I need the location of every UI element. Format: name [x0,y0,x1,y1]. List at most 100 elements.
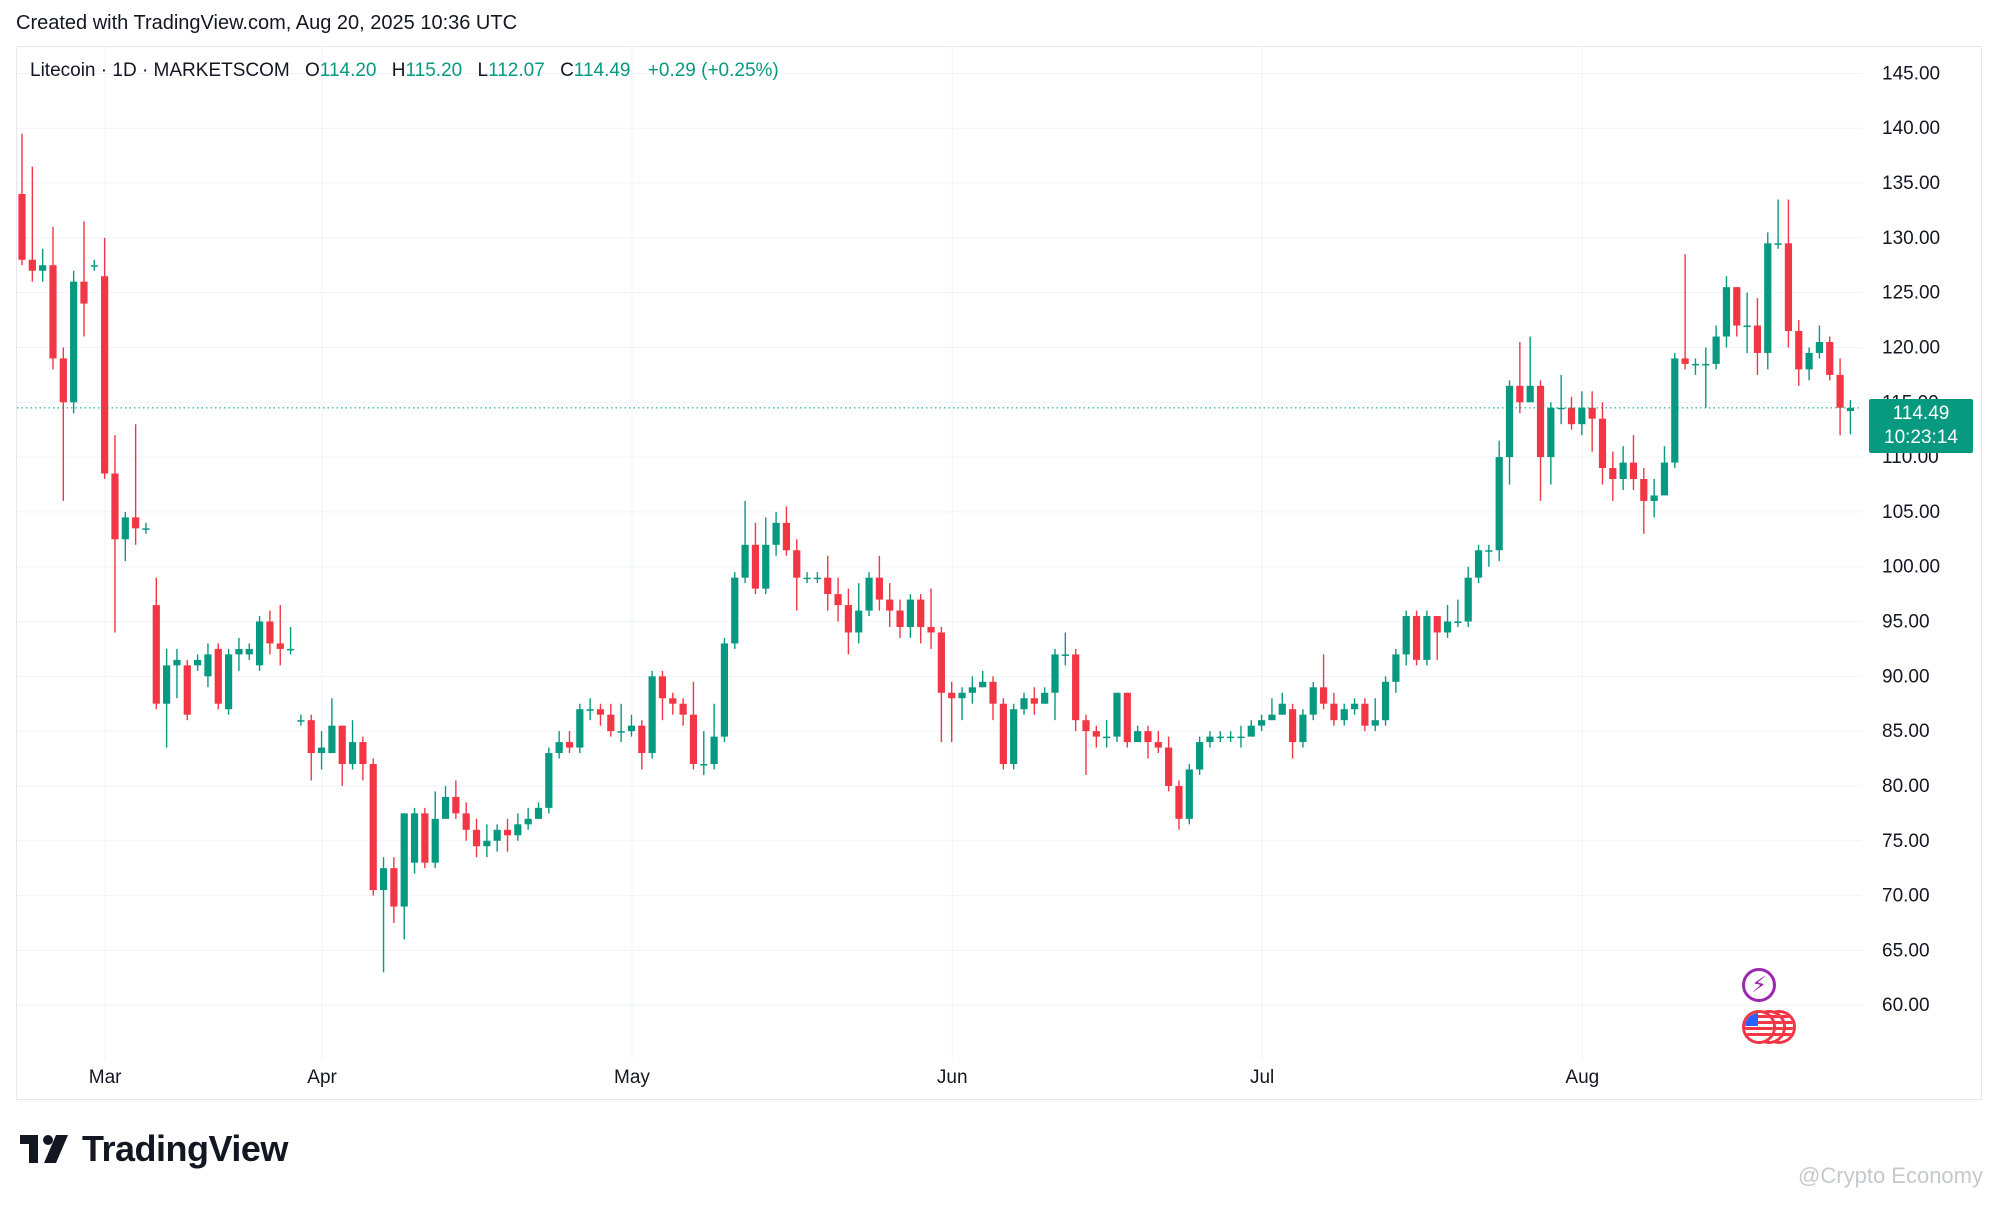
candle[interactable] [1815,325,1824,359]
candle[interactable] [441,785,450,819]
candle[interactable] [565,731,574,754]
candle[interactable] [1784,199,1793,348]
candle[interactable] [1175,780,1183,830]
candle[interactable] [1681,254,1689,370]
candle[interactable] [225,648,233,715]
chart-frame[interactable] [16,46,1982,1100]
candle[interactable] [1258,714,1266,732]
candle[interactable] [762,517,770,595]
candle[interactable] [1288,703,1297,759]
candle[interactable] [1619,446,1627,490]
candle[interactable] [1588,391,1596,452]
candle[interactable] [173,648,181,699]
candle[interactable] [132,424,140,545]
candle[interactable] [1795,320,1803,386]
candle[interactable] [1495,440,1503,562]
candle[interactable] [59,347,67,501]
lightning-icon[interactable]: ⚡ [1742,968,1776,1002]
candle[interactable] [142,522,150,534]
candle[interactable] [49,226,57,370]
candle[interactable] [1371,698,1379,732]
candle[interactable] [1392,648,1400,693]
candle[interactable] [1423,610,1431,666]
candle[interactable] [627,714,636,737]
candle[interactable] [1144,725,1152,759]
candle[interactable] [390,857,398,923]
candle[interactable] [493,824,501,852]
candle[interactable] [534,802,543,819]
candle[interactable] [1299,709,1307,748]
candle[interactable] [410,807,419,874]
candle[interactable] [152,577,160,710]
candle[interactable] [1753,298,1762,375]
candle[interactable] [1165,736,1173,792]
candle[interactable] [607,703,615,737]
candle[interactable] [1123,692,1131,748]
candle[interactable] [1712,325,1720,370]
candle[interactable] [80,221,88,337]
candle[interactable] [1629,435,1638,490]
candle[interactable] [793,539,801,611]
candle[interactable] [1237,725,1245,748]
candle[interactable] [514,813,522,841]
candle[interactable] [266,610,274,655]
candle[interactable] [937,626,945,743]
candle[interactable] [1412,610,1421,666]
candle[interactable] [1061,632,1069,666]
candle[interactable] [596,703,605,726]
candle[interactable] [70,270,78,414]
candle[interactable] [1505,380,1514,485]
candle[interactable] [348,720,357,770]
candle[interactable] [214,643,222,710]
tradingview-logo[interactable]: TradingView [20,1128,288,1170]
candle[interactable] [586,698,594,721]
candle[interactable] [28,166,36,282]
candle[interactable] [989,676,997,721]
candle[interactable] [813,572,822,584]
candle[interactable] [1485,544,1493,567]
candle[interactable] [1722,276,1731,348]
candle[interactable] [503,818,512,852]
candle[interactable] [896,599,904,638]
candle[interactable] [524,807,532,830]
candle[interactable] [18,133,26,266]
candle[interactable] [1567,396,1576,430]
candle[interactable] [824,555,832,611]
candle[interactable] [1082,714,1090,775]
candle[interactable] [286,626,295,655]
candle[interactable] [968,676,976,704]
candle[interactable] [1764,232,1772,370]
candle[interactable] [999,698,1007,770]
candle[interactable] [245,643,253,660]
candle[interactable] [421,807,429,869]
candle[interactable] [39,248,47,282]
candle[interactable] [400,813,408,940]
candle[interactable] [617,703,625,743]
candle[interactable] [1072,648,1080,732]
candle[interactable] [297,714,305,726]
candle[interactable] [452,780,460,819]
candle[interactable] [1350,698,1359,715]
candle[interactable] [183,659,191,721]
candle[interactable] [1702,347,1710,408]
candle[interactable] [1216,731,1224,743]
candle[interactable] [1805,347,1813,381]
candle[interactable] [1381,676,1390,726]
candle[interactable] [1691,358,1700,375]
candle[interactable] [1247,720,1255,737]
candle[interactable] [669,692,677,715]
candle[interactable] [679,698,687,726]
candle[interactable] [1227,731,1235,743]
candle[interactable] [772,511,780,556]
candle[interactable] [1464,566,1472,627]
candle[interactable] [369,758,377,896]
candle[interactable] [1010,703,1018,770]
candle[interactable] [1196,736,1204,775]
candle[interactable] [121,511,129,562]
candle[interactable] [101,237,109,480]
candle[interactable] [235,637,243,671]
candle[interactable] [545,747,553,814]
candle[interactable] [1474,544,1483,584]
candle[interactable] [958,687,966,721]
candle[interactable] [720,637,729,743]
